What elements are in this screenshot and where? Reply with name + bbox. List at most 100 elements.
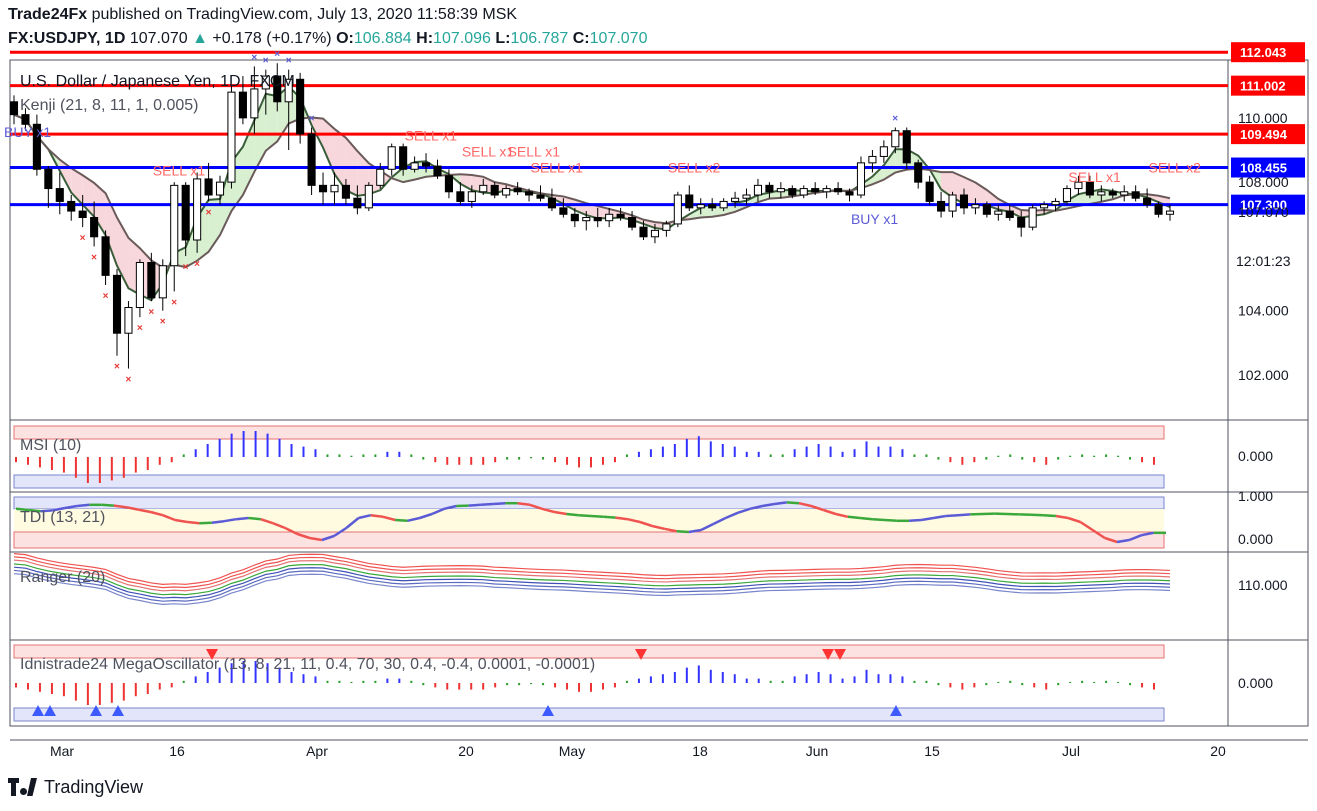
symbol-info: FX:USDJPY, 1D 107.070 ▲ +0.178 (+0.17%) … — [8, 30, 647, 48]
candle-body — [387, 146, 396, 170]
tdi-tick: 1.000 — [1238, 488, 1273, 504]
candle-body — [55, 188, 64, 202]
tdi-label: TDI (13, 21) — [20, 509, 105, 526]
tdi-line-segment — [1141, 531, 1155, 537]
tdi-line-segment — [860, 516, 873, 521]
tdi-line-segment — [333, 526, 348, 538]
time-tick-label: Jun — [806, 743, 829, 759]
candle-body — [788, 188, 797, 196]
candle-body — [444, 175, 453, 193]
tdi-line-segment — [370, 513, 384, 519]
candle-body — [238, 91, 247, 119]
candle-body — [559, 207, 568, 215]
candle-body — [685, 194, 694, 209]
level-badge — [1231, 42, 1305, 63]
signal-cross: × — [103, 291, 109, 302]
tdi-line-segment — [125, 505, 139, 511]
open-label: O: — [336, 30, 354, 47]
candle-body — [994, 210, 1003, 215]
mega-buy-triangle — [90, 705, 102, 716]
signal-label: BUY x1 — [4, 124, 51, 140]
time-tick-label: 15 — [924, 743, 940, 759]
tradingview-footer[interactable]: TradingView — [8, 776, 143, 798]
time-tick-label: 20 — [458, 743, 474, 759]
tdi-line-segment — [578, 513, 592, 518]
candle-body — [513, 188, 522, 193]
candle-body — [879, 146, 888, 157]
candle-body — [410, 162, 419, 170]
ranger-label: Ranger (20) — [20, 569, 105, 586]
candle-body — [673, 194, 682, 225]
signal-cross: × — [194, 259, 200, 270]
signal-cross: × — [171, 297, 177, 308]
msi-zero-tick: 0.000 — [1238, 448, 1273, 464]
tradingview-logo-icon — [8, 776, 38, 798]
tdi-line-segment — [847, 515, 861, 520]
time-tick-label: Mar — [50, 743, 74, 759]
candle-body — [856, 162, 866, 196]
mega-buy-triangle — [32, 705, 44, 716]
tdi-line-segment — [138, 508, 151, 514]
chart-canvas[interactable]: 112.043 111.002 109.494 108.455 107.300 × × × × ×… — [0, 0, 1317, 770]
candle-body — [181, 184, 190, 241]
signal-cross: × — [148, 307, 154, 318]
signal-cross: × — [274, 49, 280, 60]
candle-body — [708, 204, 717, 209]
kenji-fill-segment — [94, 182, 106, 236]
candle-body — [616, 213, 625, 219]
tdi-line-segment — [407, 516, 421, 523]
ranger-lower-line — [13, 573, 1171, 605]
ranger-lower-line — [13, 569, 1171, 602]
candle-body — [696, 204, 705, 209]
candle-body — [21, 114, 30, 125]
candle-body — [925, 181, 934, 202]
price-tick-label: 110.000 — [1238, 110, 1288, 126]
price-change: +0.178 (+0.17%) — [212, 30, 332, 47]
tdi-line-segment — [223, 517, 237, 523]
tdi-line-segment — [493, 501, 506, 506]
candle-body — [147, 262, 156, 299]
kenji-fill-segment — [872, 165, 884, 185]
level-badge — [1231, 157, 1305, 178]
tdi-line-segment — [77, 503, 90, 508]
candle-body — [227, 91, 236, 183]
tdi-line-segment — [101, 503, 114, 507]
kenji-fill-segment — [357, 151, 369, 196]
candle-body — [765, 184, 774, 193]
candle-body — [959, 194, 969, 209]
open-value: 106.884 — [353, 30, 412, 47]
candle-body — [1085, 181, 1094, 196]
candle-body — [341, 184, 350, 199]
candle-body — [811, 188, 820, 193]
tdi-line-segment — [566, 512, 579, 517]
candle-body — [1108, 191, 1117, 196]
tdi-line-segment — [651, 524, 665, 531]
candle-body — [1131, 191, 1140, 199]
ranger-upper-line — [13, 559, 1171, 592]
candle-body — [570, 213, 579, 222]
tdi-line-segment — [664, 527, 677, 533]
tdi-line-segment — [627, 517, 641, 524]
tdi-line-segment — [529, 503, 543, 510]
mega-label: Idnistrade24 MegaOscillator (13, 8, 21, … — [20, 656, 595, 673]
tdi-line-segment — [1055, 514, 1069, 520]
candle-body — [1154, 204, 1163, 215]
candle-body — [1005, 210, 1014, 218]
candle-body — [662, 223, 671, 231]
chart-frame — [9, 59, 1309, 727]
tdi-line-segment — [187, 520, 200, 525]
candle-body — [902, 130, 911, 164]
tdi-line-segment — [921, 516, 934, 522]
kenji-fill-segment — [1009, 205, 1022, 218]
ranger-tick: 110.000 — [1238, 577, 1288, 593]
candle-body — [353, 197, 362, 209]
time-tick-label: 16 — [169, 743, 185, 759]
candle-body — [834, 188, 843, 193]
signal-cross: × — [286, 56, 292, 67]
publish-info: Trade24Fx published on TradingView.com, … — [8, 6, 517, 24]
tdi-line-segment — [603, 515, 616, 519]
level-label: 107.300 — [1240, 198, 1287, 213]
tradingview-brand: TradingView — [44, 776, 144, 797]
time-tick-label: May — [559, 743, 585, 759]
tdi-line-segment — [1043, 513, 1056, 518]
